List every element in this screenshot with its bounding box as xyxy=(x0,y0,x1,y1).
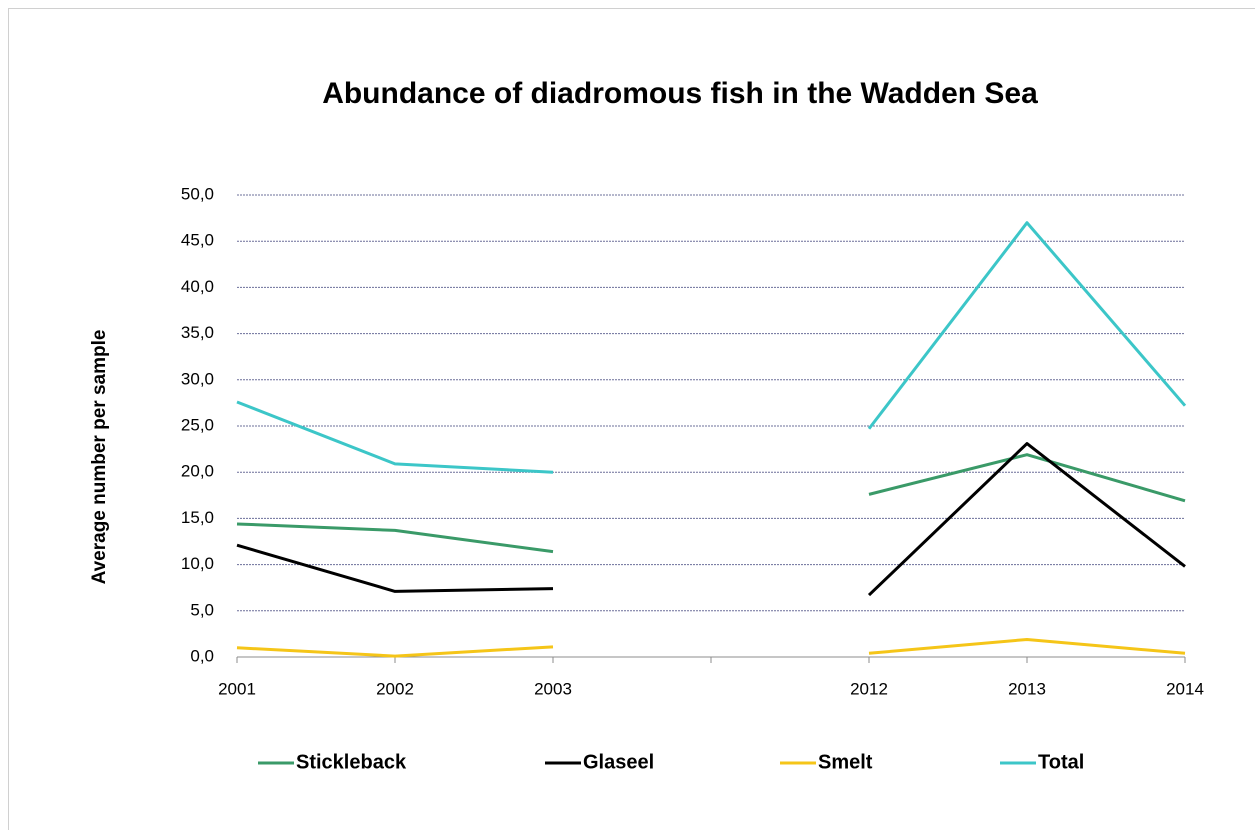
legend-label: Total xyxy=(1038,751,1084,773)
x-tick-label: 2003 xyxy=(534,679,572,698)
chart-border xyxy=(8,8,1255,830)
legend-label: Smelt xyxy=(818,751,873,773)
y-tick-label: 40,0 xyxy=(181,277,214,296)
y-tick-label: 35,0 xyxy=(181,323,214,342)
x-tick-label: 2014 xyxy=(1166,679,1204,698)
x-tick-label: 2002 xyxy=(376,679,414,698)
legend-label: Stickleback xyxy=(296,751,407,773)
series-line xyxy=(236,442,1186,597)
y-tick-label: 20,0 xyxy=(181,462,214,481)
y-axis-label: Average number per sample xyxy=(89,330,110,585)
y-tick-label: 25,0 xyxy=(181,415,214,434)
series-line xyxy=(236,637,1186,658)
x-tick-label: 2013 xyxy=(1008,679,1046,698)
y-tick-label: 15,0 xyxy=(181,508,214,527)
legend-label: Glaseel xyxy=(583,751,654,773)
y-tick-label: 50,0 xyxy=(181,184,214,203)
y-tick-label: 0,0 xyxy=(190,646,214,665)
series-line xyxy=(236,221,1187,474)
series-line xyxy=(236,453,1186,554)
x-tick-label: 2012 xyxy=(850,679,888,698)
x-tick-label: 2001 xyxy=(218,679,256,698)
y-tick-label: 5,0 xyxy=(190,600,214,619)
y-tick-label: 30,0 xyxy=(181,369,214,388)
y-tick-label: 45,0 xyxy=(181,231,214,250)
y-tick-label: 10,0 xyxy=(181,554,214,573)
chart-title: Abundance of diadromous fish in the Wadd… xyxy=(322,77,1038,110)
